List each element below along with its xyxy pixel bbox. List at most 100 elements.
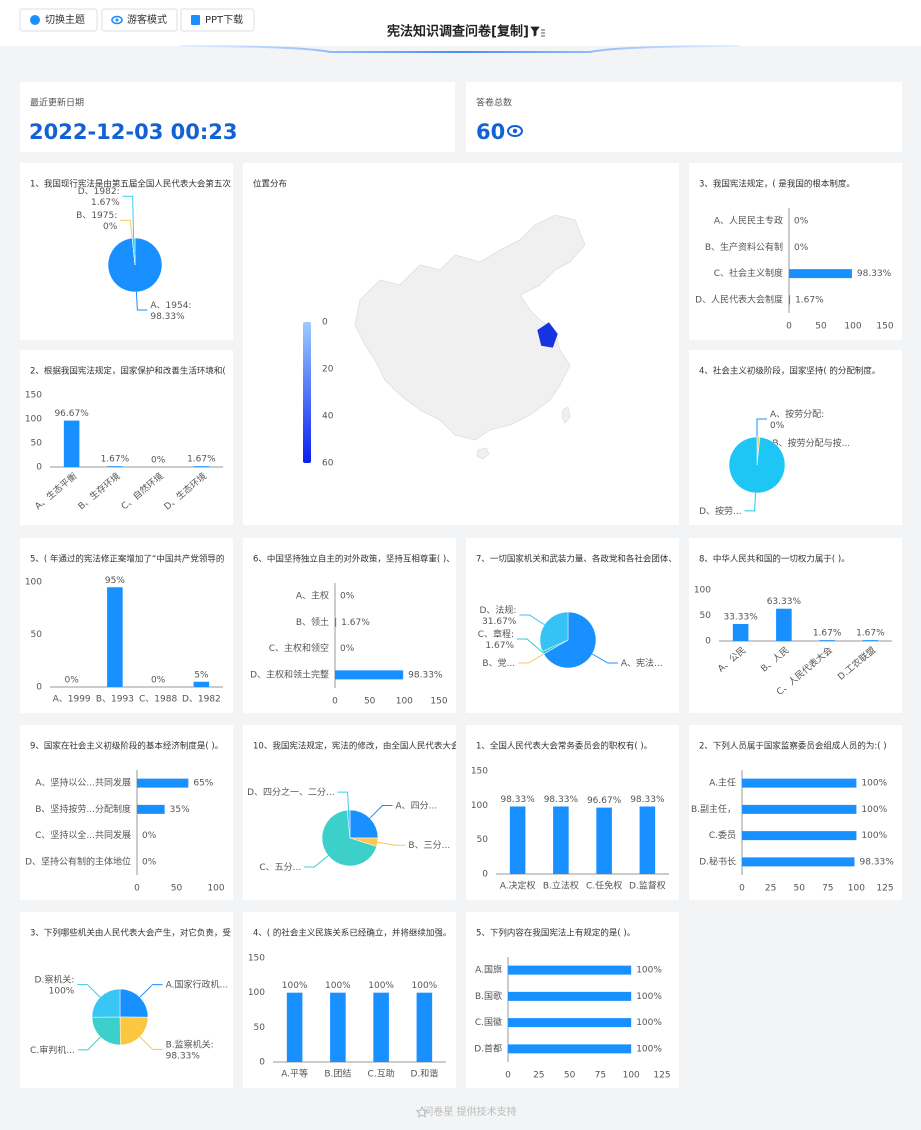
colorbar-label: 20 (322, 365, 334, 375)
y-tick-label: 0 (259, 1058, 265, 1068)
pie-label: B、党... (482, 657, 515, 669)
chart-title: 2、下列人员属于国家监察委员会组成人员的为:( ) (699, 741, 887, 752)
pie-label: A、宪法... (621, 656, 663, 668)
y-tick-label: C、坚持以全...共同发展 (35, 829, 131, 841)
chart-card (243, 538, 456, 713)
leader-line (517, 638, 544, 654)
leader-line (592, 653, 618, 664)
pie-label: A、四分... (396, 800, 438, 811)
chart-title: 位置分布 (253, 179, 287, 190)
leader-line (77, 984, 101, 998)
pie-label: D.察机关: 100% (35, 973, 75, 996)
category-label: B、按劳分配与按... (772, 437, 850, 449)
category-label: A、按劳分配: (770, 408, 824, 420)
chart-card (20, 350, 233, 525)
footer-icon (415, 1105, 429, 1118)
x-tick-label: 25 (765, 884, 776, 894)
x-tick-label: 50 (793, 884, 805, 894)
eye-icon[interactable] (507, 125, 523, 137)
value-label: 100% (282, 981, 308, 991)
category-label: B、三分... (408, 840, 450, 851)
category-label: D、1982: (78, 187, 120, 197)
value-label: 98.33% (166, 1051, 201, 1061)
chart-title: 5、下列内容在我国宪法上有规定的是( )。 (476, 928, 635, 939)
y-tick-label: B、领土 (296, 616, 329, 628)
stat-label: 答卷总数 (476, 97, 512, 109)
bar (742, 831, 857, 841)
category-label: D.察机关: (35, 973, 75, 985)
stat-card (20, 82, 455, 152)
category-label: C、章程: (478, 628, 514, 640)
y-tick-label: 0 (36, 463, 42, 473)
y-tick-label: 100 (25, 578, 42, 588)
x-tick-label: 50 (564, 1071, 576, 1081)
value-label: 33.33% (723, 613, 758, 623)
leader-line (519, 614, 545, 626)
bar (373, 992, 389, 1062)
value-label: 100% (412, 981, 438, 991)
value-label: 0% (64, 676, 79, 686)
value-label: 96.67% (54, 409, 89, 419)
value-label: 98.33% (630, 795, 665, 805)
chart-card (689, 538, 902, 713)
x-tick-label: 100 (848, 884, 865, 894)
y-tick-label: 150 (471, 767, 488, 777)
x-tick-label: 75 (822, 884, 833, 894)
title-decoration (179, 45, 741, 53)
value-label: 100% (636, 992, 662, 1002)
value-label: 0% (794, 217, 809, 227)
category-label: B、1975: (76, 211, 117, 221)
category-label: C、五分... (259, 861, 301, 872)
chart-title: 2、根据我国宪法规定，国家保护和改善生活环境和( (30, 366, 226, 377)
page-title: 宪法知识调查问卷[复制] (387, 24, 529, 40)
value-label: 0% (794, 243, 809, 253)
bar (107, 587, 123, 687)
pie-label: A、1954: 98.33% (150, 300, 191, 321)
button-label[interactable]: 切换主题 (45, 13, 85, 26)
button-label[interactable]: 游客模式 (127, 13, 167, 26)
colorbar (303, 322, 311, 463)
chart-title: 10、我国宪法规定，宪法的修改，由全国人民代表大会 (253, 741, 460, 752)
category-label: A、1954: (150, 300, 191, 310)
value-label: 0% (340, 644, 355, 654)
x-tick-label: 50 (364, 697, 376, 707)
y-tick-label: 50 (700, 611, 712, 621)
y-tick-label: 0 (482, 870, 488, 880)
pie-slice (91, 1016, 121, 1046)
x-tick-label: 50 (815, 322, 827, 332)
value-label: 95% (105, 576, 125, 586)
y-tick-label: A、主权 (296, 590, 329, 602)
y-tick-label: D、人民代表大会制度 (695, 293, 783, 305)
leader-line (139, 984, 163, 998)
footer: 问卷星 提供技术支持 (423, 1105, 516, 1118)
value-label: 65% (193, 779, 213, 789)
y-tick-label: 50 (31, 439, 43, 449)
x-tick-label: 125 (876, 884, 893, 894)
y-tick-label: B、生产资料公有制 (705, 241, 783, 253)
x-tick-label: C、1988 (139, 695, 177, 705)
x-tick-label: 0 (505, 1071, 511, 1081)
theme-button[interactable]: 切换主题 (19, 8, 98, 32)
category-label: D、法规: (479, 603, 516, 615)
x-tick-label: A.决定权 (500, 880, 536, 892)
filter-icon[interactable] (530, 26, 545, 37)
y-tick-label: 100 (471, 801, 488, 811)
value-label: 98.33% (150, 311, 185, 321)
y-tick-label: B.副主任， (691, 803, 736, 815)
ppt-button[interactable]: PPT下载 (180, 8, 255, 32)
chart-card (689, 163, 902, 340)
guest-button[interactable]: 游客模式 (101, 8, 178, 32)
pie-slice (728, 436, 786, 494)
chart-title: 4、社会主义初级阶段，国家坚持( 的分配制度。 (699, 366, 880, 377)
leader-line (139, 1036, 163, 1050)
y-tick-label: 100 (25, 415, 42, 425)
category-label: C.审判机... (30, 1043, 75, 1055)
y-tick-label: A、人民民主专政 (714, 215, 783, 227)
button-label[interactable]: PPT下载 (205, 14, 243, 26)
value-label: 1.67% (795, 295, 824, 305)
y-tick-label: D、主权和领土完整 (250, 668, 329, 680)
chart-title: 5、( 年通过的宪法修正案增加了“中国共产党领导的 (30, 554, 224, 565)
stat-card (466, 82, 902, 152)
pie-label: C、章程: 1.67% (478, 628, 515, 651)
